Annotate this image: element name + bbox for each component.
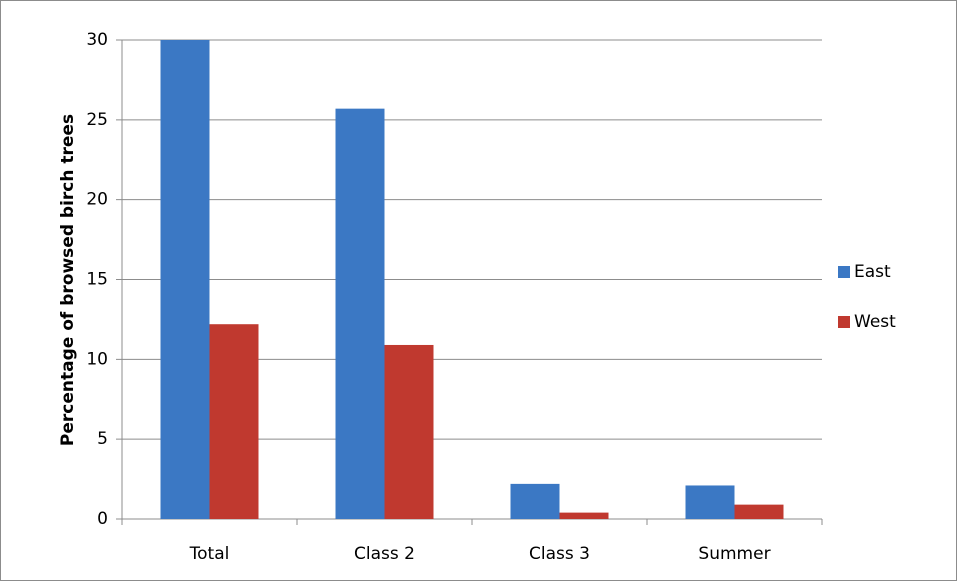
x-tick-label: Class 3 xyxy=(529,544,590,564)
y-tick-label: 5 xyxy=(97,429,108,449)
y-tick-label: 25 xyxy=(86,110,108,130)
x-tick-label: Summer xyxy=(698,544,770,564)
y-tick-label: 20 xyxy=(86,190,108,210)
legend-label: West xyxy=(854,312,896,332)
bar xyxy=(559,512,609,519)
y-tick-label: 0 xyxy=(97,509,108,529)
bar xyxy=(685,485,735,519)
legend-swatch xyxy=(838,266,850,278)
legend-label: East xyxy=(854,262,891,282)
x-tick-label: Class 2 xyxy=(354,544,415,564)
bar xyxy=(510,483,560,519)
y-tick-label: 15 xyxy=(86,270,108,290)
bar xyxy=(734,504,784,519)
bar xyxy=(335,108,385,519)
legend-swatch xyxy=(838,316,850,328)
x-tick-label: Total xyxy=(189,544,230,564)
bar xyxy=(160,40,210,519)
bar xyxy=(384,344,434,519)
y-tick-label: 30 xyxy=(86,30,108,50)
y-axis-title: Percentage of browsed birch trees xyxy=(58,114,78,446)
bar xyxy=(209,324,259,519)
y-tick-label: 10 xyxy=(86,349,108,369)
